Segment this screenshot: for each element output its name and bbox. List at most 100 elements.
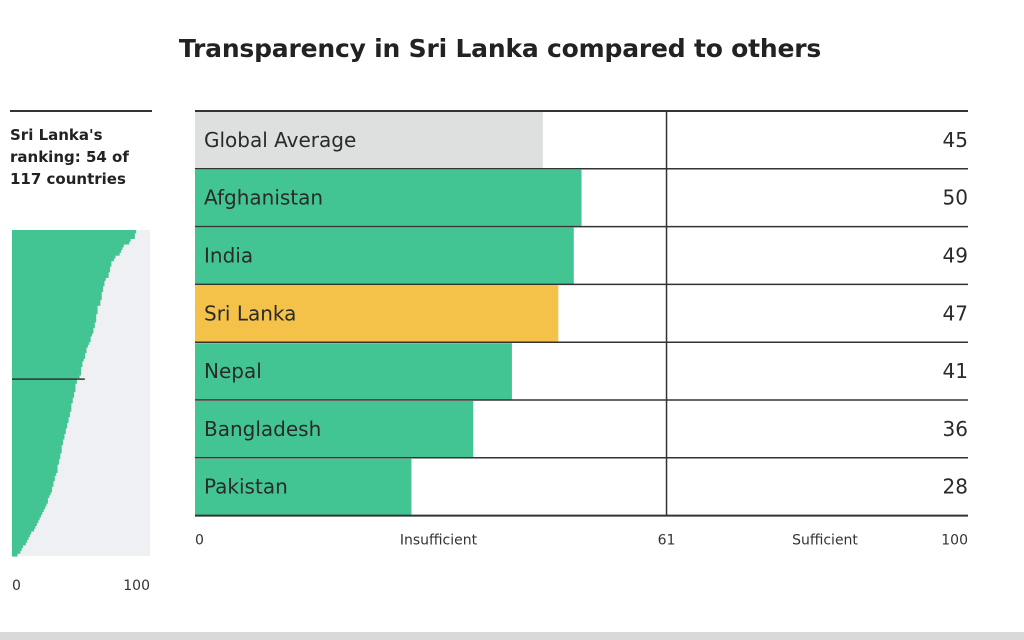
bar-afghanistan (195, 169, 582, 227)
country-score-bar (12, 489, 53, 493)
bar-label: India (204, 244, 253, 268)
threshold-tick-label: 61 (658, 533, 676, 549)
country-score-bar (12, 274, 109, 278)
country-score-bar (12, 416, 69, 421)
country-score-bar (12, 508, 44, 513)
country-score-bar (12, 288, 104, 292)
country-score-bar (12, 444, 62, 448)
country-score-bar (12, 327, 94, 331)
country-score-bar (12, 243, 124, 248)
country-score-bar (12, 296, 102, 301)
country-score-bar (12, 310, 98, 315)
bar-sri-lanka (195, 285, 559, 343)
country-score-bar (12, 374, 80, 379)
country-score-bar (12, 533, 30, 538)
x-tick-min: 0 (195, 533, 204, 549)
country-score-bar (12, 553, 18, 557)
country-score-bar (12, 352, 86, 356)
country-score-bar (12, 422, 68, 426)
country-score-bar (12, 313, 97, 317)
country-score-bar (12, 452, 61, 457)
bar-value: 49 (943, 244, 968, 268)
country-score-bar (12, 369, 81, 373)
country-score-bar (12, 285, 104, 290)
country-score-bar (12, 458, 59, 462)
country-score-bar (12, 402, 72, 407)
country-score-bar (12, 341, 90, 345)
zone-label-sufficient: Sufficient (792, 533, 858, 549)
country-score-bar (12, 391, 75, 395)
bar-global-average (195, 112, 543, 169)
country-score-bar (12, 491, 51, 496)
country-score-bar (12, 249, 122, 253)
country-score-bar (12, 536, 29, 540)
country-score-bar (12, 419, 69, 423)
country-score-bar (12, 383, 76, 387)
country-score-bar (12, 455, 61, 460)
country-score-bar (12, 505, 46, 510)
country-score-bar (12, 344, 88, 348)
country-score-bar (12, 500, 48, 504)
country-score-bar (12, 280, 105, 284)
bar-bangladesh (195, 401, 474, 458)
country-score-bar (12, 235, 135, 239)
country-score-bar (12, 347, 87, 351)
country-score-bar (12, 530, 32, 535)
country-score-bar (12, 335, 91, 340)
bar-label: Pakistan (204, 475, 288, 499)
country-score-bar (12, 466, 58, 471)
country-score-bar (12, 399, 73, 404)
country-score-bar (12, 547, 22, 552)
country-score-bar (12, 441, 64, 446)
country-score-bar (12, 544, 24, 549)
country-score-bar (12, 294, 102, 298)
side-x-tick-min: 0 (12, 578, 21, 594)
bar-value: 50 (943, 186, 968, 210)
country-score-bar (12, 405, 72, 409)
country-score-bar (12, 464, 58, 468)
country-score-bar (12, 333, 93, 337)
page-bottom-rule (0, 632, 1024, 640)
country-score-bar (12, 542, 26, 546)
country-score-bar (12, 263, 112, 267)
country-score-bar (12, 291, 102, 295)
country-score-bar (12, 271, 109, 276)
country-score-bar (12, 330, 94, 334)
bar-label: Sri Lanka (204, 301, 296, 325)
country-score-bar (12, 338, 91, 343)
country-score-bar (12, 266, 110, 270)
country-score-bar (12, 436, 65, 440)
country-score-bar (12, 238, 131, 242)
country-score-bar (12, 308, 98, 312)
country-score-bar (12, 316, 97, 320)
country-score-bar (12, 355, 86, 359)
country-score-bar (12, 480, 54, 485)
country-score-bar (12, 269, 110, 273)
side-x-tick-max: 100 (123, 578, 150, 594)
ranking-distribution-chart: 0 100 (12, 230, 150, 594)
country-score-bar (12, 380, 77, 384)
country-score-bar (12, 241, 130, 245)
bar-pakistan (195, 458, 412, 516)
country-score-bar (12, 461, 59, 465)
country-score-bar (12, 319, 97, 323)
country-score-bar (12, 324, 95, 329)
country-score-bar (12, 433, 65, 437)
country-score-bar (12, 255, 116, 259)
country-score-bar (12, 430, 66, 435)
bar-nepal (195, 343, 512, 400)
country-score-bar (12, 494, 50, 499)
x-tick-max: 100 (941, 533, 968, 549)
country-score-bar (12, 425, 68, 429)
country-score-bar (12, 525, 36, 529)
country-score-bar (12, 413, 70, 418)
bar-value: 41 (943, 359, 968, 383)
country-score-bar (12, 363, 83, 368)
country-score-bar (12, 427, 66, 432)
bar-label: Bangladesh (204, 417, 321, 441)
country-score-bar (12, 497, 48, 501)
country-score-bar (12, 511, 43, 515)
country-score-bar (12, 397, 73, 401)
country-score-bar (12, 411, 70, 415)
